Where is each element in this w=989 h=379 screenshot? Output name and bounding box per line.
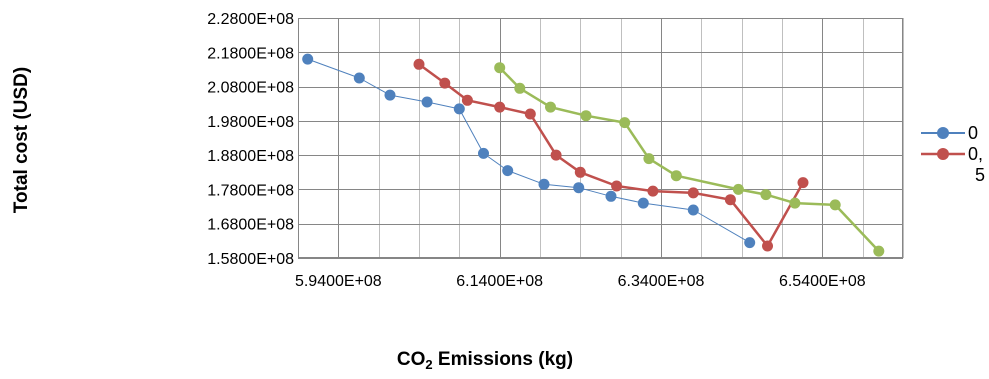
data-point xyxy=(732,183,744,195)
data-point xyxy=(637,197,649,209)
data-point xyxy=(494,62,506,74)
data-point xyxy=(619,117,631,129)
data-point xyxy=(643,153,655,165)
plot-border xyxy=(298,18,903,258)
legend: 00, 5 xyxy=(921,123,985,185)
data-point xyxy=(687,204,699,216)
data-point xyxy=(762,240,773,252)
series-0 xyxy=(302,53,756,249)
y-tick-label: 1.9800E+08 xyxy=(207,114,294,131)
legend-label: 0, 5 xyxy=(968,144,985,185)
data-point xyxy=(524,108,536,120)
data-point xyxy=(873,245,885,257)
data-point xyxy=(647,185,659,197)
data-point xyxy=(545,101,556,113)
legend-marker xyxy=(937,127,949,139)
y-tick-label: 2.2800E+08 xyxy=(207,11,294,28)
legend-marker xyxy=(937,148,949,160)
x-tick-label: 6.3400E+08 xyxy=(618,273,705,290)
data-point xyxy=(538,178,550,190)
x-tick-label: 6.5400E+08 xyxy=(779,273,866,290)
y-tick-label: 2.0800E+08 xyxy=(207,80,294,97)
y-tick-label: 1.6800E+08 xyxy=(207,217,294,234)
x-axis-title-main: CO xyxy=(397,349,426,370)
data-point xyxy=(421,96,433,108)
data-point xyxy=(302,53,314,65)
x-axis-title: CO2 Emissions (kg) xyxy=(397,349,573,372)
series-line xyxy=(498,66,880,252)
data-point xyxy=(760,189,772,201)
gridlines xyxy=(298,18,904,259)
data-point xyxy=(461,94,473,106)
data-point xyxy=(413,58,425,70)
data-point xyxy=(573,182,585,194)
legend-entry: 0 xyxy=(921,123,978,143)
data-point xyxy=(502,165,514,177)
legend-label: 0 xyxy=(968,123,978,143)
x-tick-label: 5.9400E+08 xyxy=(295,273,382,290)
y-tick-label: 1.7800E+08 xyxy=(207,182,294,199)
data-point xyxy=(670,170,682,182)
data-point xyxy=(494,101,506,113)
y-tick-label: 1.8800E+08 xyxy=(207,148,294,165)
y-tick-label: 1.5800E+08 xyxy=(207,251,294,268)
data-point xyxy=(478,147,489,159)
x-axis-title-subscript: 2 xyxy=(425,357,432,372)
plot-area xyxy=(298,18,903,258)
x-axis-title-rest: Emissions (kg) xyxy=(433,349,573,370)
data-point xyxy=(744,237,756,249)
data-point xyxy=(687,187,699,199)
y-tick-labels: 1.5800E+08 1.6800E+08 1.7800E+08 1.8800E+08… xyxy=(207,11,294,268)
data-point xyxy=(439,77,451,89)
data-point xyxy=(574,166,586,178)
y-tick-label: 2.1800E+08 xyxy=(207,45,294,62)
data-point xyxy=(353,72,365,84)
series-1 xyxy=(413,58,809,252)
data-point xyxy=(384,89,396,101)
data-point xyxy=(797,177,809,189)
series-2 xyxy=(494,62,885,257)
x-tick-label: 6.1400E+08 xyxy=(456,273,543,290)
data-point xyxy=(605,190,617,202)
data-point xyxy=(453,103,465,115)
data-point xyxy=(829,199,841,211)
data-point xyxy=(611,180,623,192)
series-layer xyxy=(302,53,885,257)
data-point xyxy=(724,194,736,206)
x-tick-labels: 5.9400E+08 6.1400E+08 6.3400E+08 6.5400E+08 xyxy=(295,273,866,290)
data-point xyxy=(789,197,801,209)
data-point xyxy=(550,149,562,161)
data-point xyxy=(514,82,526,94)
y-axis-title: Total cost (USD) xyxy=(11,67,32,213)
data-point xyxy=(580,110,592,122)
legend-entry: 0, 5 xyxy=(921,144,985,185)
